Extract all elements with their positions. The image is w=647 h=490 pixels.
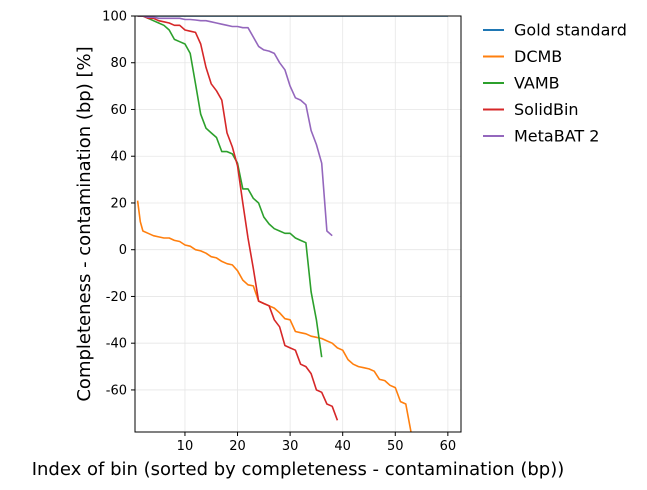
series-line-dcmb — [136, 200, 412, 432]
grid — [135, 15, 461, 432]
y-tick-label: 0 — [119, 243, 127, 258]
legend-entry-solidbin: SolidBin — [483, 100, 579, 119]
plot-frame — [134, 15, 462, 433]
series-layer — [136, 16, 448, 432]
legend-label: MetaBAT 2 — [514, 127, 599, 146]
x-tick-label: 20 — [229, 439, 246, 454]
y-tick-label: -40 — [106, 337, 127, 352]
x-axis-ticks: 10 20 30 40 50 60 — [177, 432, 456, 454]
x-tick-label: 10 — [177, 439, 194, 454]
series-line-solidbin — [137, 16, 339, 421]
legend: Gold standard DCMB VAMB SolidBin MetaBAT 2 — [483, 21, 627, 146]
y-tick-label: 100 — [102, 10, 127, 25]
legend-entry-dcmb: DCMB — [483, 47, 562, 66]
x-axis-label: Index of bin (sorted by completeness - c… — [32, 459, 565, 480]
y-tick-label: 60 — [110, 103, 127, 118]
legend-entry-gold-standard: Gold standard — [483, 21, 627, 40]
y-tick-label: -60 — [106, 383, 127, 398]
series-line-vamb — [137, 16, 323, 358]
y-tick-label: 40 — [110, 150, 127, 165]
legend-entry-vamb: VAMB — [483, 74, 560, 93]
legend-label: Gold standard — [514, 21, 627, 40]
x-tick-label: 40 — [334, 439, 351, 454]
x-tick-label: 50 — [387, 439, 404, 454]
x-tick-label: 30 — [282, 439, 299, 454]
y-axis-ticks: 100 80 60 40 20 0 -20 -40 -60 — [102, 10, 135, 398]
y-tick-label: 20 — [110, 196, 127, 211]
legend-label: SolidBin — [514, 100, 579, 119]
legend-label: DCMB — [514, 47, 562, 66]
y-axis-label: Completeness - contamination (bp) [%] — [74, 46, 95, 401]
y-tick-label: 80 — [110, 56, 127, 71]
x-tick-label: 60 — [440, 439, 457, 454]
legend-entry-metabat-2: MetaBAT 2 — [483, 127, 599, 146]
legend-label: VAMB — [514, 74, 560, 93]
y-tick-label: -20 — [106, 290, 127, 305]
series-line-metabat-2 — [137, 16, 333, 237]
